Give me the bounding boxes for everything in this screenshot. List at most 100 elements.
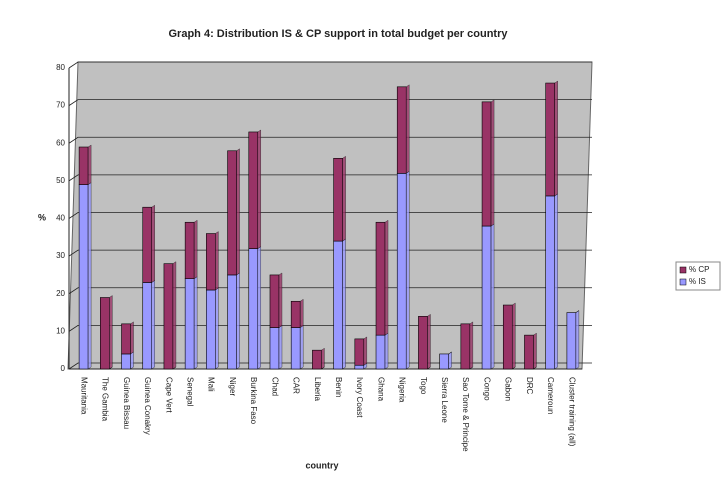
bar-segment [142,282,153,370]
bar-segment [396,173,407,370]
bar-side [469,321,474,370]
y-tick-label: 70 [56,101,65,110]
y-tick-label: 50 [56,176,65,185]
bar-segment [78,184,89,370]
bar-segment [121,353,131,370]
y-tick-label: 10 [56,326,65,335]
bar-segment [121,323,131,355]
bar-side [236,272,240,370]
bar-side [151,204,155,283]
bar-side [172,261,177,370]
bar-side [257,246,261,370]
bar-segment [354,338,365,366]
bar-segment [566,312,577,370]
y-tick-label: 60 [56,138,65,147]
bar-side [554,193,558,370]
bar-side [363,336,368,366]
bar-side [236,148,240,276]
bar-side [151,280,155,370]
bar-segment [184,221,195,279]
bar-segment [142,206,153,283]
y-tick-label: 40 [56,214,65,223]
x-tick-label: Cape Vert [164,377,173,413]
x-tick-label: Nigeria [398,377,407,403]
legend-box [675,261,721,291]
x-tick-label: Ghana [376,377,385,402]
bar-side [299,325,304,370]
y-axis-label: % [38,212,46,222]
bar-side [130,351,134,370]
bar-segment [545,195,555,370]
x-tick-label: Benin [334,377,343,397]
bar-segment [227,150,237,276]
x-tick-label: Senegal [186,377,195,407]
grid-line [68,61,592,69]
bar-segment [290,327,301,370]
x-axis-label: country [305,460,338,470]
bar-side [554,80,558,197]
y-tick-label: 80 [56,63,65,72]
bar-side [215,231,219,291]
grid-line [68,174,592,182]
bar-segment [269,274,280,328]
legend-swatch [679,278,687,286]
grid-line [68,212,592,219]
bar-segment [269,327,280,370]
x-tick-label: Sierra Leone [440,377,449,423]
grid-line [68,249,592,257]
bar-segment [163,263,174,370]
bar-side [406,84,410,174]
bar-segment [100,297,110,370]
x-tick-label: Burkina Faso [249,377,258,425]
bar-segment [206,289,216,370]
x-tick-label: DRC [525,377,534,395]
x-tick-label: Chad [270,377,279,396]
bar-segment [227,274,237,370]
bar-segment [481,101,492,227]
bar-segment [481,225,492,370]
bar-segment [184,278,195,370]
bar-segment [354,364,365,370]
bar-side [193,219,198,280]
bar-segment [439,353,449,370]
x-tick-label: Cluster training (all) [567,377,576,447]
x-tick-label: The Gambia [101,377,110,422]
bar-side [130,321,134,355]
bar-segment [248,248,259,370]
bar-side [299,298,304,328]
x-tick-label: Sao Tome & Principe [461,377,470,452]
bar-segment [502,304,513,370]
legend-label: % CP [689,265,709,274]
bar-segment [333,158,343,242]
bar-side [278,325,283,370]
bar-side [193,276,198,370]
y-tick-label: 20 [56,289,65,298]
bar-side [321,347,325,370]
legend-label: % IS [689,277,706,286]
bar-side [87,144,92,186]
x-tick-label: Congo [482,377,491,401]
bar-side [427,313,431,370]
bar-segment [524,334,534,370]
x-tick-label: Cameroun [546,377,555,414]
bar-segment [206,233,216,291]
bar-side [406,170,410,370]
x-tick-label: Ivory Coast [355,377,364,418]
x-tick-label: Guinea Conakry [143,377,152,435]
bar-segment [545,82,555,197]
bar-side [533,332,537,370]
bar-segment [375,334,386,370]
bar-side [384,332,389,370]
grid-line [68,136,592,144]
bar-side [342,238,346,370]
x-tick-label: Niger [228,377,237,396]
bar-side [512,302,516,370]
x-tick-label: Togo [419,377,428,395]
x-tick-label: Mali [207,377,216,392]
chart-title: Graph 4: Distribution IS & CP support in… [169,28,509,40]
bar-side [342,155,346,242]
bar-segment [312,349,322,370]
bar-side [278,272,283,328]
bar-segment [290,300,301,328]
